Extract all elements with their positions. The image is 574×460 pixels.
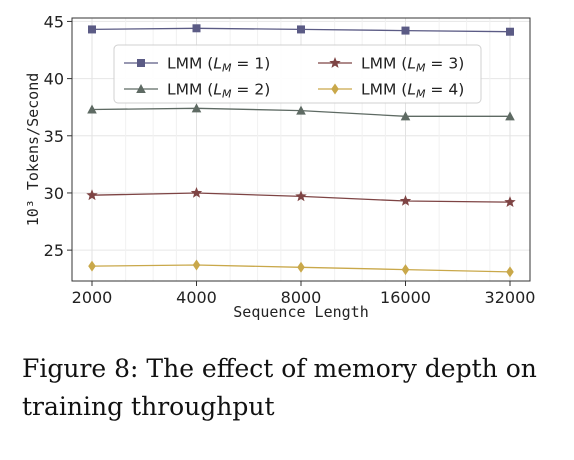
series-4 xyxy=(88,259,514,278)
throughput-line-chart: 25 30 35 40 45 2000 4000 8000 16000 32000 Sequence… xyxy=(24,12,536,321)
data-point xyxy=(87,104,97,114)
figure-caption: Figure 8: The effect of memory depth on … xyxy=(22,354,537,421)
legend-label: LMM (LM = 2) xyxy=(167,81,270,101)
data-point xyxy=(399,194,412,206)
data-point xyxy=(192,259,201,271)
x-axis-label: Sequence Length xyxy=(233,303,368,321)
data-point xyxy=(295,190,307,202)
y-tick-label: 40 xyxy=(44,70,64,89)
data-point xyxy=(506,27,514,36)
data-point xyxy=(506,266,514,278)
data-point xyxy=(88,260,96,272)
data-point xyxy=(88,25,96,34)
legend: LMM (LM = 1) LMM (LM = 2) LMM (LM = 3) LMM … xyxy=(113,44,482,104)
data-point xyxy=(297,25,305,34)
data-point xyxy=(190,186,203,198)
legend-marker xyxy=(136,84,146,93)
legend-box xyxy=(113,44,482,104)
x-tick-label: 4000 xyxy=(176,288,217,307)
y-axis-label: 10³ Tokens/Second xyxy=(24,73,42,227)
legend-marker xyxy=(329,57,341,68)
legend-label: LMM (LM = 4) xyxy=(361,81,464,101)
x-tick-label: 32000 xyxy=(485,288,536,307)
data-point xyxy=(296,105,306,115)
x-tick-label: 8000 xyxy=(281,288,322,307)
legend-label: LMM (LM = 3) xyxy=(361,55,464,75)
data-point xyxy=(504,196,516,207)
data-point xyxy=(191,103,202,113)
data-point xyxy=(400,111,411,121)
data-point xyxy=(192,24,201,33)
y-tick-label: 45 xyxy=(44,12,64,31)
legend-marker xyxy=(137,59,145,67)
data-point xyxy=(505,111,515,121)
x-tick-label: 2000 xyxy=(72,288,113,307)
y-tick-label: 30 xyxy=(44,184,64,203)
series-1 xyxy=(88,24,514,36)
data-point xyxy=(401,264,410,276)
legend-marker xyxy=(331,83,339,95)
x-tick-label: 16000 xyxy=(380,288,431,307)
y-tick-label: 35 xyxy=(44,127,64,146)
y-tick-label: 25 xyxy=(44,241,64,260)
data-point xyxy=(297,261,305,273)
series-3 xyxy=(86,186,516,207)
data-point xyxy=(401,26,410,35)
legend-label: LMM (LM = 1) xyxy=(167,55,270,75)
series-2 xyxy=(87,103,515,121)
data-point xyxy=(86,189,98,201)
